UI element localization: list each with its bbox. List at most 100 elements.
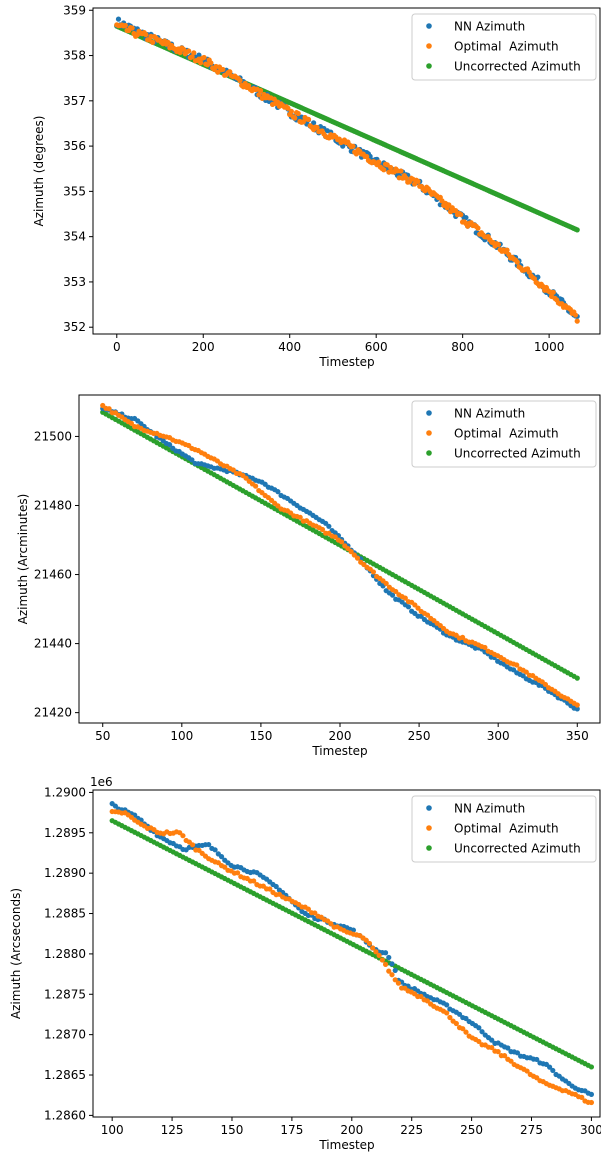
data-point — [256, 92, 262, 98]
data-point — [402, 595, 408, 601]
data-point — [489, 1044, 495, 1051]
y-tick-label: 1.2885 — [44, 907, 86, 921]
x-tick-label: 125 — [161, 1123, 184, 1137]
legend-label: Optimal Azimuth — [454, 822, 559, 836]
legend-marker — [426, 23, 432, 29]
data-point — [319, 526, 326, 533]
data-point — [370, 945, 376, 951]
y-tick-label: 1.2860 — [44, 1108, 86, 1122]
data-point — [574, 318, 580, 324]
legend: NN Azimuth Optimal Azimuth Uncorrected Azi… — [411, 13, 597, 81]
legend-marker — [426, 43, 432, 49]
x-tick-label: 50 — [95, 729, 110, 743]
x-tick-label: 400 — [278, 340, 301, 354]
data-point — [501, 1053, 508, 1059]
data-point — [489, 1037, 495, 1043]
data-point — [267, 886, 273, 892]
y-tick-label: 1.2880 — [44, 947, 86, 961]
x-tick-label: 600 — [365, 340, 388, 354]
data-point — [381, 167, 387, 173]
y-tick-label: 21500 — [34, 429, 72, 443]
data-point — [424, 612, 431, 618]
data-point — [338, 539, 345, 545]
legend-marker — [426, 450, 432, 456]
data-point — [444, 1002, 450, 1008]
data-point — [418, 993, 424, 1000]
data-point — [479, 1029, 485, 1035]
y-tick-label: 1.2875 — [44, 987, 86, 1001]
data-point — [383, 580, 389, 587]
data-point — [350, 143, 356, 149]
y-axis-label: Azimuth (Arcminutes) — [16, 494, 30, 625]
data-point — [376, 159, 382, 165]
data-point — [115, 16, 122, 22]
data-point — [588, 1099, 595, 1106]
data-point — [389, 961, 395, 967]
data-point — [388, 164, 394, 171]
data-point — [460, 634, 466, 641]
series-uncorrected-azimuth — [109, 818, 595, 1070]
data-point — [460, 1026, 466, 1032]
data-point — [376, 952, 382, 959]
data-point — [415, 178, 421, 185]
data-point — [523, 669, 529, 675]
data-point — [495, 1049, 501, 1055]
data-point — [208, 60, 214, 66]
y-tick-label: 21480 — [34, 498, 72, 512]
series-optimal-azimuth — [109, 808, 595, 1106]
data-point — [447, 1014, 453, 1021]
legend-label: Optimal Azimuth — [454, 40, 559, 54]
data-point — [379, 957, 385, 963]
y-tick-label: 359 — [63, 3, 86, 17]
data-point — [206, 841, 212, 848]
data-point — [237, 77, 243, 84]
data-point — [453, 208, 459, 214]
x-tick-label: 300 — [580, 1123, 601, 1137]
data-point — [150, 39, 156, 45]
data-point — [243, 475, 249, 481]
data-point — [514, 1050, 521, 1056]
data-point — [550, 1067, 556, 1074]
data-point — [285, 105, 291, 111]
data-point — [196, 52, 202, 58]
data-point — [514, 259, 520, 265]
data-point — [332, 534, 338, 540]
y-tick-label: 353 — [63, 275, 86, 289]
legend-label: NN Azimuth — [454, 20, 525, 34]
x-tick-label: 250 — [460, 1123, 483, 1137]
y-tick-label: 21440 — [34, 637, 72, 651]
data-point — [253, 483, 259, 489]
data-point — [220, 66, 226, 73]
data-point — [386, 954, 392, 961]
data-point — [504, 247, 510, 253]
data-point — [373, 949, 379, 955]
data-point — [189, 54, 195, 60]
data-point — [227, 69, 233, 75]
data-point — [129, 25, 135, 31]
x-tick-label: 350 — [566, 729, 589, 743]
data-point — [311, 120, 317, 126]
legend-label: Uncorrected Azimuth — [454, 447, 581, 461]
series-uncorrected-azimuth — [100, 409, 580, 681]
data-point — [275, 503, 281, 509]
data-point — [574, 227, 580, 233]
x-tick-label: 800 — [451, 340, 474, 354]
data-point — [222, 864, 228, 870]
data-point — [453, 1020, 459, 1027]
data-point — [328, 921, 334, 927]
data-point — [389, 972, 395, 978]
data-point — [122, 22, 128, 29]
data-point — [189, 457, 195, 463]
y-tick-label: 358 — [63, 49, 86, 63]
data-point — [456, 1011, 463, 1017]
data-point — [476, 1025, 482, 1031]
data-point — [366, 940, 373, 947]
data-point — [579, 1094, 585, 1100]
data-point — [297, 514, 303, 520]
data-point — [363, 937, 369, 943]
data-point — [574, 675, 580, 681]
data-point — [395, 980, 402, 986]
data-point — [412, 602, 418, 608]
y-tick-label: 354 — [63, 230, 86, 244]
